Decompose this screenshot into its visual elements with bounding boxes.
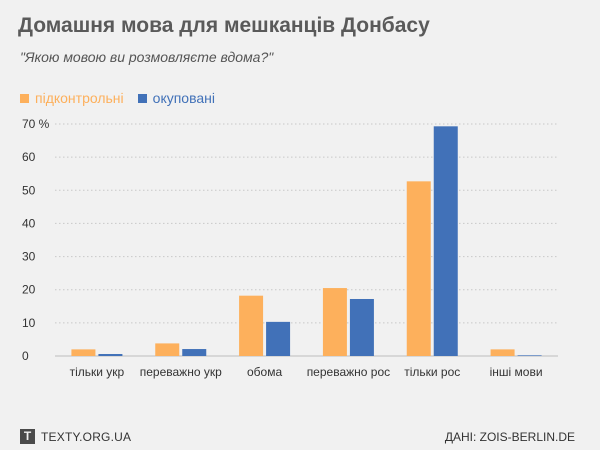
y-tick-label-40: 40: [22, 216, 36, 230]
y-tick-label-20: 20: [22, 283, 36, 297]
bar-occupied-3: [349, 298, 374, 356]
bar-controlled-1: [155, 343, 180, 356]
legend-swatch-occupied: [137, 93, 147, 103]
y-tick-label-10: 10: [22, 316, 36, 330]
bar-controlled-3: [322, 288, 347, 356]
x-tick-label-2: обома: [247, 365, 282, 379]
legend: підконтрольні окуповані: [20, 90, 229, 106]
bar-occupied-0: [98, 354, 123, 356]
chart-title: Домашня мова для мешканців Донбасу: [18, 14, 430, 37]
x-tick-label-4: тільки рос: [404, 365, 460, 379]
legend-swatch-controlled: [20, 93, 29, 103]
legend-item-occupied: окуповані: [137, 90, 215, 106]
data-source: ДАНІ: ZOIS-BERLIN.DE: [444, 430, 575, 444]
bar-occupied-1: [182, 349, 207, 356]
y-tick-label-30: 30: [22, 250, 36, 264]
y-tick-label-50: 50: [22, 183, 36, 197]
bar-occupied-2: [266, 321, 291, 356]
legend-label-controlled: підконтрольні: [35, 90, 124, 106]
x-tick-label-3: переважно рос: [307, 365, 390, 379]
bar-controlled-5: [490, 349, 515, 356]
bar-controlled-2: [239, 295, 264, 356]
y-tick-label-70: 70 %: [22, 117, 50, 131]
chart-subtitle: "Якою мовою ви розмовляєте вдома?": [20, 49, 274, 65]
bar-controlled-0: [71, 349, 96, 356]
x-tick-label-1: переважно укр: [140, 365, 222, 379]
x-tick-label-0: тільки укр: [70, 365, 125, 379]
logo-icon: T: [20, 429, 35, 444]
bar-occupied-4: [433, 126, 458, 356]
legend-label-occupied: окуповані: [152, 90, 215, 106]
x-tick-label-5: інші мови: [490, 365, 543, 379]
bar-controlled-4: [406, 181, 431, 356]
y-tick-label-60: 60: [22, 150, 36, 164]
site-name: TEXTY.ORG.UA: [41, 429, 132, 444]
site-logo: T TEXTY.ORG.UA: [20, 429, 131, 444]
legend-item-controlled: підконтрольні: [20, 90, 124, 106]
bar-occupied-5: [517, 355, 542, 356]
y-tick-label-0: 0: [22, 349, 29, 363]
